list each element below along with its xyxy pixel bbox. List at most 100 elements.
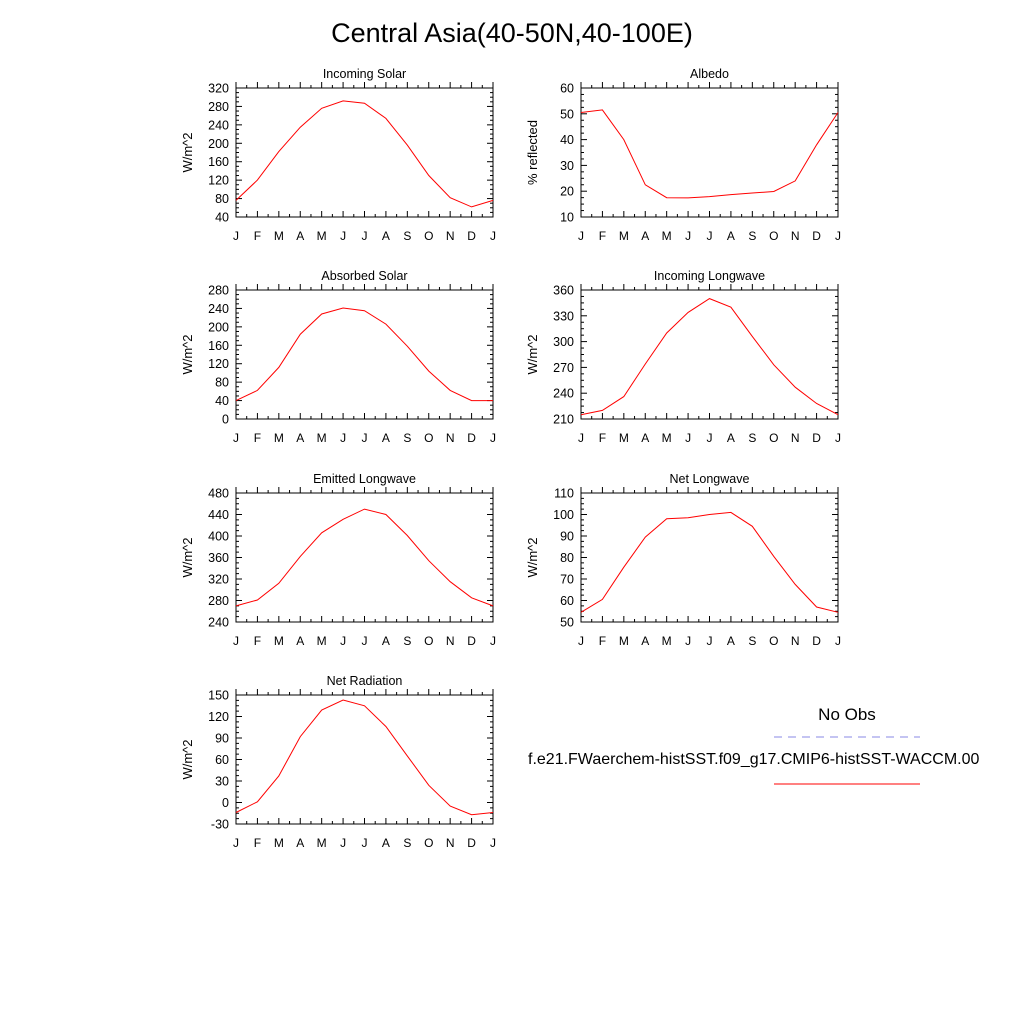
x-tick-label: F (599, 431, 606, 445)
series-line (235, 307, 493, 402)
x-tick-label: A (727, 431, 735, 445)
x-tick-label: J (707, 431, 713, 445)
x-tick-label: M (317, 634, 327, 648)
y-tick-label: 90 (215, 732, 229, 746)
y-tick-label: 0 (222, 796, 229, 810)
y-axis-label: W/m^2 (525, 537, 540, 577)
x-tick-label: O (424, 634, 433, 648)
series-line (235, 699, 494, 816)
y-tick-label: 100 (553, 508, 574, 522)
x-tick-label: A (641, 229, 649, 243)
plot-frame (235, 87, 494, 218)
chart-panel: J F M A M J J A S O N D J4080120160200240280320Incom… (180, 67, 496, 243)
x-tick-label: O (424, 431, 433, 445)
page-title: Central Asia(40-50N,40-100E) (331, 18, 693, 48)
x-tick-label: O (424, 836, 433, 850)
x-tick-label: N (446, 229, 455, 243)
y-axis-label: W/m^2 (180, 537, 195, 577)
x-tick-label: A (296, 836, 304, 850)
x-tick-label: D (467, 431, 476, 445)
x-tick-label: M (662, 634, 672, 648)
y-tick-label: 50 (560, 616, 574, 630)
x-tick-label: S (403, 634, 411, 648)
y-tick-label: 360 (553, 284, 574, 298)
x-tick-label: J (685, 634, 691, 648)
series-line (580, 511, 839, 613)
y-tick-label: -30 (211, 818, 229, 832)
y-tick-label: 200 (208, 320, 229, 334)
y-tick-label: 300 (553, 335, 574, 349)
x-tick-label: M (619, 229, 629, 243)
x-tick-label: A (382, 634, 390, 648)
y-tick-label: 440 (208, 508, 229, 522)
y-tick-label: 40 (215, 394, 229, 408)
y-tick-label: 360 (208, 551, 229, 565)
panel-title: Absorbed Solar (321, 269, 407, 283)
x-tick-label: J (362, 229, 368, 243)
x-tick-label: M (619, 634, 629, 648)
x-tick-label: J (490, 836, 496, 850)
x-tick-label: S (748, 634, 756, 648)
x-tick-label: J (362, 836, 368, 850)
x-tick-label: S (403, 836, 411, 850)
y-tick-label: 120 (208, 710, 229, 724)
x-tick-label: O (769, 634, 778, 648)
y-tick-label: 10 (560, 211, 574, 225)
y-tick-label: 270 (553, 361, 574, 375)
y-tick-label: 40 (215, 211, 229, 225)
y-tick-label: 160 (208, 339, 229, 353)
x-tick-label: O (769, 229, 778, 243)
x-tick-label: J (835, 431, 841, 445)
y-tick-label: 80 (215, 376, 229, 390)
y-tick-label: 30 (215, 775, 229, 789)
y-tick-label: 70 (560, 573, 574, 587)
panel-title: Net Longwave (670, 472, 750, 486)
x-tick-label: J (340, 431, 346, 445)
x-tick-label: O (769, 431, 778, 445)
y-tick-label: 400 (208, 530, 229, 544)
x-tick-label: J (835, 634, 841, 648)
x-tick-label: J (233, 229, 239, 243)
x-tick-label: M (274, 634, 284, 648)
x-tick-label: J (233, 836, 239, 850)
y-tick-label: 320 (208, 82, 229, 96)
x-tick-label: J (685, 229, 691, 243)
x-tick-label: F (599, 229, 606, 243)
x-tick-label: A (382, 836, 390, 850)
y-tick-label: 120 (208, 357, 229, 371)
chart-panel: J F M A M J J A S O N D J240280320360400440480Emitte… (180, 472, 496, 648)
x-tick-label: J (362, 634, 368, 648)
x-tick-label: J (490, 229, 496, 243)
y-tick-label: 40 (560, 133, 574, 147)
y-axis-label: W/m^2 (180, 132, 195, 172)
x-tick-label: S (403, 431, 411, 445)
x-tick-label: F (254, 836, 261, 850)
x-tick-label: A (727, 634, 735, 648)
x-tick-label: J (835, 229, 841, 243)
x-tick-label: J (490, 431, 496, 445)
y-tick-label: 280 (208, 100, 229, 114)
x-tick-label: S (748, 431, 756, 445)
panel-title: Incoming Longwave (654, 269, 765, 283)
x-tick-label: N (446, 836, 455, 850)
x-tick-label: A (641, 634, 649, 648)
x-tick-label: S (403, 229, 411, 243)
x-tick-label: J (707, 229, 713, 243)
y-tick-label: 80 (560, 551, 574, 565)
x-tick-label: J (340, 634, 346, 648)
x-tick-label: N (791, 229, 800, 243)
x-tick-label: J (578, 431, 584, 445)
x-tick-label: A (641, 431, 649, 445)
x-tick-label: D (467, 634, 476, 648)
x-tick-label: A (296, 634, 304, 648)
x-tick-label: M (317, 229, 327, 243)
x-tick-label: M (317, 431, 327, 445)
y-tick-label: 0 (222, 413, 229, 427)
y-tick-label: 50 (560, 107, 574, 121)
x-tick-label: J (685, 431, 691, 445)
x-tick-label: D (812, 431, 821, 445)
plot-frame (235, 492, 494, 623)
